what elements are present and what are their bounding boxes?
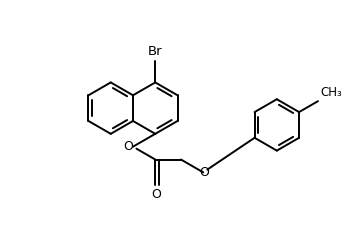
Text: Br: Br	[148, 45, 162, 58]
Text: O: O	[199, 166, 209, 179]
Text: O: O	[151, 188, 161, 201]
Text: O: O	[123, 140, 133, 153]
Text: CH₃: CH₃	[320, 86, 342, 99]
